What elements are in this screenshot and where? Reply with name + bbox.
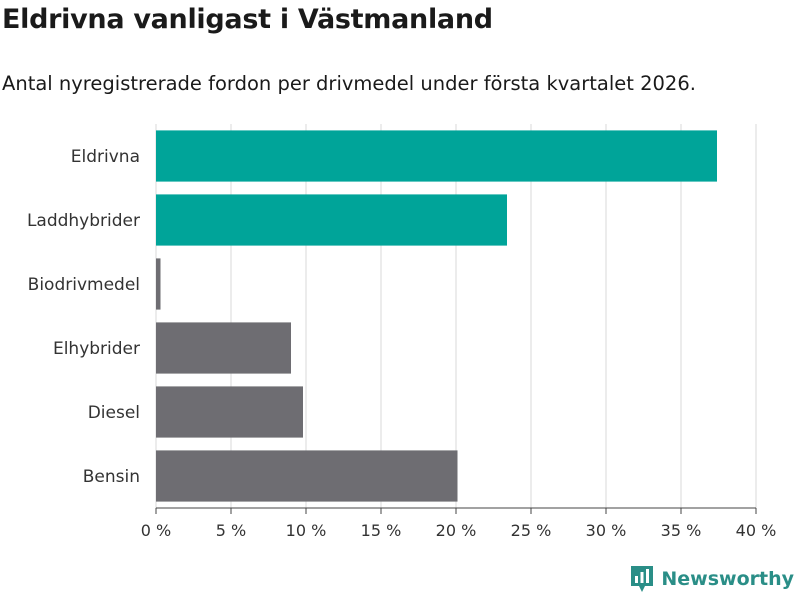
bars	[156, 130, 717, 502]
x-tick-label: 30 %	[586, 521, 627, 540]
bar-diesel	[156, 386, 303, 438]
x-tick-label: 10 %	[286, 521, 327, 540]
chart-subtitle: Antal nyregistrerade fordon per drivmede…	[2, 72, 696, 95]
gridlines	[155, 124, 757, 508]
bar-eldrivna	[156, 130, 717, 182]
x-tick-label: 0 %	[141, 521, 171, 540]
chart-title: Eldrivna vanligast i Västmanland	[2, 4, 493, 35]
x-tick-label: 25 %	[511, 521, 552, 540]
newsworthy-logo-icon	[631, 566, 654, 592]
category-label: Elhybrider	[53, 339, 140, 359]
x-tick-label: 35 %	[661, 521, 702, 540]
x-tick-label: 15 %	[361, 521, 402, 540]
x-tick-label: 20 %	[436, 521, 477, 540]
category-label: Laddhybrider	[27, 211, 140, 231]
category-label: Biodrivmedel	[28, 275, 140, 295]
bar-biodrivmedel	[156, 258, 161, 310]
category-label: Bensin	[83, 467, 140, 487]
bar-bensin	[156, 450, 458, 502]
brand-logo: Newsworthy	[629, 564, 794, 594]
bar-elhybrider	[156, 322, 291, 374]
category-labels: Eldrivna Laddhybrider Biodrivmedel Elhybrid…	[27, 147, 140, 487]
x-axis-ticks: 0 % 5 % 10 % 15 % 20 % 25 % 30 % 35 % 40 %	[141, 507, 777, 540]
x-tick-label: 40 %	[736, 521, 777, 540]
category-label: Diesel	[88, 403, 140, 423]
bar-laddhybrider	[156, 194, 507, 246]
x-tick-label: 5 %	[216, 521, 246, 540]
brand-name: Newsworthy	[661, 568, 794, 590]
category-label: Eldrivna	[71, 147, 140, 167]
